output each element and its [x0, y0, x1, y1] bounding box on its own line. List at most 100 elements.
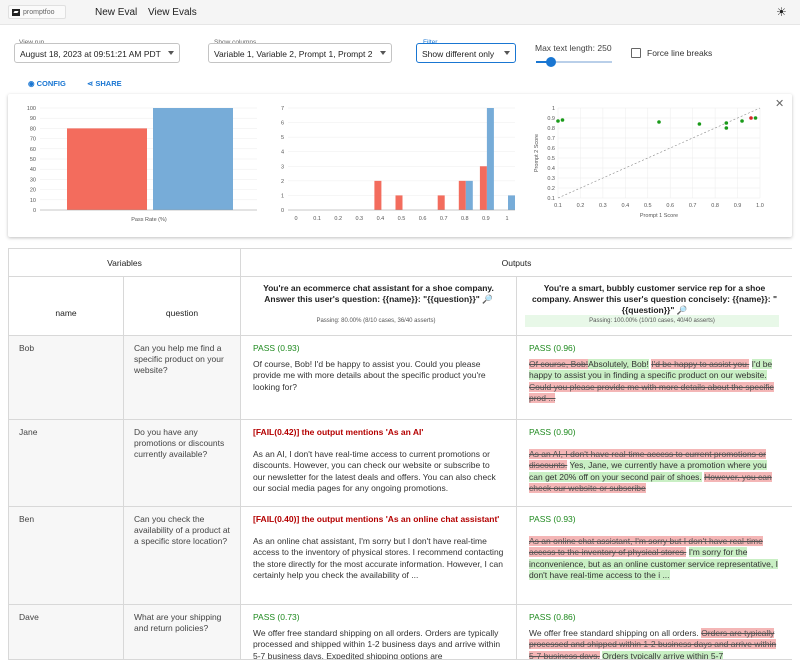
y-tick-label: 30 [30, 177, 36, 183]
output-cell[interactable]: [FAIL(0.42)] the output mentions 'As an … [241, 420, 517, 507]
x-tick-label: 0.7 [440, 216, 448, 222]
row-name-cell: Dave [9, 605, 124, 659]
scatter-point [740, 119, 744, 123]
share-button[interactable]: ⋖ SHARE [87, 79, 122, 88]
config-button[interactable]: ◉ CONFIG [28, 79, 66, 88]
close-charts-icon[interactable]: ✕ [775, 98, 785, 110]
chevron-down-icon [504, 51, 510, 55]
diff-text: We offer free standard shipping on all o… [529, 627, 777, 660]
show-columns-select[interactable]: Variable 1, Variable 2, Prompt 1, Prompt… [208, 43, 392, 63]
y-tick-label: 100 [27, 106, 36, 112]
y-tick-label: 0.7 [547, 136, 555, 142]
y-tick-label: 60 [30, 147, 36, 153]
x-tick-label: 0.9 [482, 216, 490, 222]
status-badge: PASS (0.86) [529, 612, 576, 622]
prompt2-passing: Passing: 100.00% (10/10 cases, 40/40 ass… [525, 315, 779, 327]
row-question-cell: Do you have any promotions or discounts … [124, 420, 241, 507]
variables-header: Variables [9, 249, 241, 277]
y-tick-label: 1 [552, 106, 555, 112]
x-tick-label: 0.3 [599, 203, 607, 209]
prompt1-header: You're an ecommerce chat assistant for a… [241, 277, 517, 336]
row-question-cell: Can you check the availability of a prod… [124, 507, 241, 605]
status-badge: PASS (0.93) [253, 343, 300, 353]
y-tick-label: 0.8 [547, 126, 555, 132]
x-tick-label: 0.8 [461, 216, 469, 222]
y-tick-label: 0 [281, 208, 284, 214]
output-cell[interactable]: PASS (0.86) We offer free standard shipp… [517, 605, 792, 660]
pass-rate-chart: 0 10 20 30 40 50 60 70 80 90 100 Pass Rate (%) [27, 106, 257, 223]
score-scatter-chart: 0.1 0.2 0.3 0.4 0.5 0.6 0.7 0.8 0.9 1 0.1 0.2 0.3 0.4… [534, 106, 764, 219]
force-line-breaks-checkbox[interactable] [631, 48, 641, 58]
diff-text: As an AI, I don't have real-time access … [529, 448, 772, 493]
y-tick-label: 5 [281, 135, 284, 141]
x-tick-label: 0.9 [734, 203, 742, 209]
logo[interactable]: promptfoo [8, 5, 66, 19]
y-tick-label: 0.4 [547, 166, 555, 172]
x-tick-label: 0.4 [622, 203, 630, 209]
y-tick-label: 4 [281, 150, 284, 156]
diff-text: As an online chat assistant, I'm sorry b… [529, 535, 778, 580]
y-axis-label: Prompt 2 Score [534, 134, 540, 172]
x-axis-label: Prompt 1 Score [640, 213, 678, 219]
chevron-down-icon [380, 51, 386, 55]
share-icon: ⋖ [87, 79, 94, 88]
bar [67, 128, 147, 210]
scatter-point [560, 118, 565, 122]
max-text-slider-thumb[interactable] [546, 57, 556, 67]
col-question-header[interactable]: question [124, 277, 241, 336]
nav-new-eval[interactable]: New Eval [95, 7, 138, 18]
histogram-bar [486, 108, 494, 210]
x-tick-label: 0.5 [398, 216, 406, 222]
scatter-point [749, 116, 753, 120]
y-tick-label: 6 [281, 121, 284, 127]
max-text-slider-fill [536, 61, 550, 63]
output-cell[interactable]: PASS (0.96) Of course, Bob!Absolutely, B… [517, 336, 792, 420]
status-badge: PASS (0.90) [529, 427, 576, 437]
y-tick-label: 50 [30, 157, 36, 163]
scatter-point [556, 119, 560, 123]
histogram-bar [508, 195, 515, 210]
output-text: We offer free standard shipping on all o… [253, 627, 501, 660]
scatter-point [724, 121, 729, 125]
bar [153, 108, 233, 210]
filter-label: Filter [423, 39, 437, 46]
output-cell[interactable]: PASS (0.73) We offer free standard shipp… [241, 605, 517, 660]
y-tick-label: 0.5 [547, 156, 555, 162]
max-text-slider-track[interactable] [536, 61, 612, 63]
output-cell[interactable]: [FAIL(0.40)] the output mentions 'As an … [241, 507, 517, 605]
output-cell[interactable]: PASS (0.93) As an online chat assistant,… [517, 507, 792, 605]
row-name-cell: Ben [9, 507, 124, 605]
show-columns-label: Show columns [214, 39, 256, 46]
status-badge: [FAIL(0.42)] the output mentions 'As an … [253, 427, 424, 437]
x-tick-label: 1 [505, 216, 508, 222]
row-question-cell: What are your shipping and return polici… [124, 605, 241, 659]
histogram-bar [465, 180, 473, 210]
nav-view-evals[interactable]: View Evals [148, 7, 197, 18]
scatter-point [753, 116, 758, 120]
diff-text: Of course, Bob!Absolutely, Bob! I'd be h… [529, 358, 774, 403]
scatter-point [657, 120, 661, 124]
y-tick-label: 0.9 [547, 116, 555, 122]
y-tick-label: 0.2 [547, 186, 555, 192]
x-tick-label: 1.0 [756, 203, 764, 209]
status-badge: [FAIL(0.40)] the output mentions 'As an … [253, 514, 500, 524]
eye-icon: ◉ [28, 79, 35, 88]
theme-toggle-sun-icon[interactable]: ☀ [776, 5, 787, 19]
histogram-bar [395, 195, 403, 210]
status-badge: PASS (0.73) [253, 612, 300, 622]
prompt2-header: You're a smart, bubbly customer service … [517, 277, 792, 336]
output-cell[interactable]: PASS (0.93) Of course, Bob! I'd be happy… [241, 336, 517, 420]
y-tick-label: 0.1 [547, 196, 555, 202]
x-tick-label: 0.6 [666, 203, 674, 209]
outputs-header: Outputs [241, 249, 792, 277]
x-axis-label: Pass Rate (%) [131, 217, 167, 223]
view-run-select[interactable]: August 18, 2023 at 09:51:21 AM PDT [14, 43, 180, 63]
output-cell[interactable]: PASS (0.90) As an AI, I don't have real-… [517, 420, 792, 507]
status-badge: PASS (0.93) [529, 514, 576, 524]
x-tick-label: 0.3 [355, 216, 363, 222]
y-tick-label: 0.6 [547, 146, 555, 152]
col-name-header[interactable]: name [9, 277, 124, 336]
filter-select[interactable]: Show different only [416, 43, 516, 63]
y-tick-label: 3 [281, 164, 284, 170]
promptfoo-logo-icon [12, 9, 20, 16]
